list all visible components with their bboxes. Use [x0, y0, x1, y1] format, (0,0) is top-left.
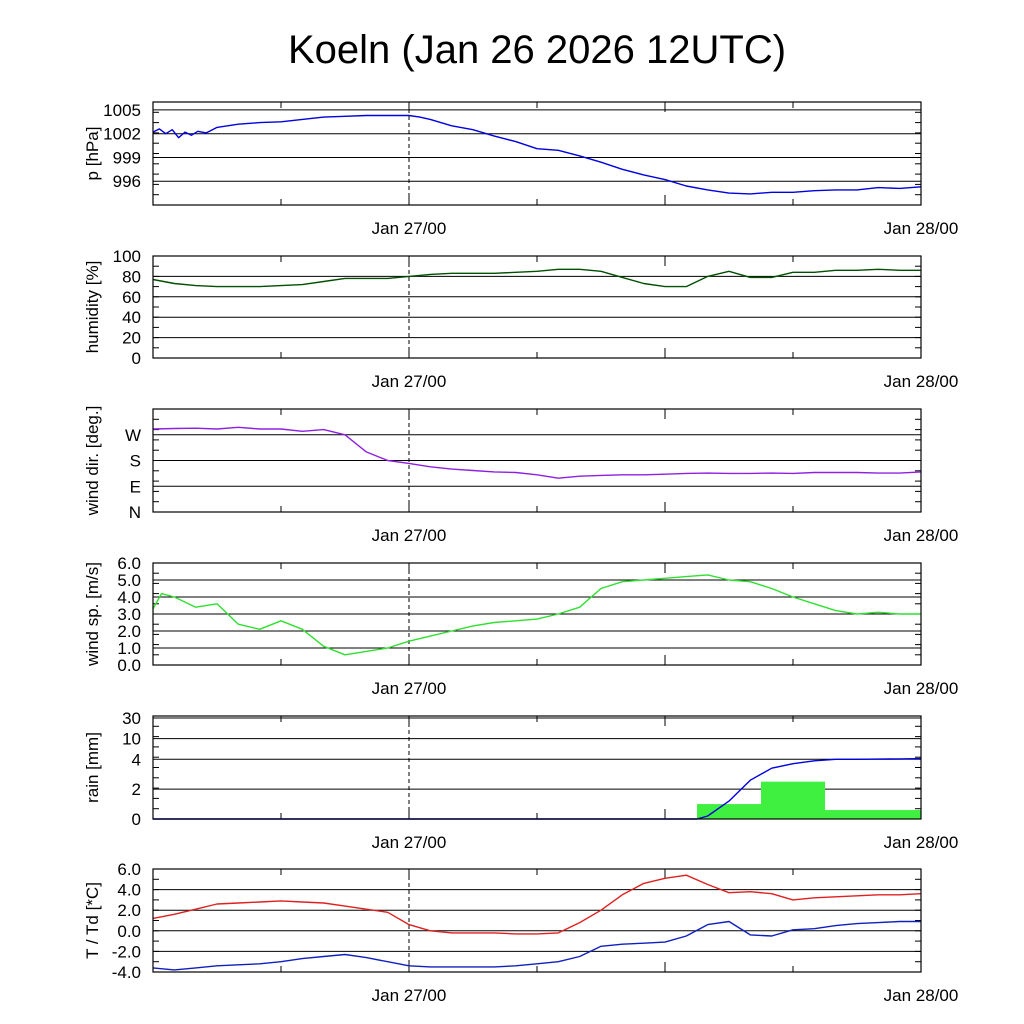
- wind_speed-x-tick-label: Jan 28/00: [884, 679, 959, 698]
- rain-y-axis-label: rain [mm]: [83, 732, 102, 803]
- temperature-x-tick-label: Jan 28/00: [884, 986, 959, 1005]
- pressure-x-tick-label: Jan 27/00: [372, 219, 447, 238]
- pressure-y-tick-label: 996: [113, 172, 141, 191]
- wind_speed-y-tick-label: 1.0: [117, 639, 141, 658]
- wind_dir-frame: [152, 408, 922, 513]
- wind_speed-series-0-line: [152, 574, 921, 656]
- wind_dir-series-0-line: [152, 426, 922, 479]
- wind_dir-x-tick-label: Jan 27/00: [372, 526, 447, 545]
- humidity-y-tick-label: 0: [132, 349, 141, 368]
- wind_dir-x-tick-label: Jan 28/00: [884, 526, 959, 545]
- pressure-x-tick-label: Jan 28/00: [884, 219, 959, 238]
- temperature-x-tick-label: Jan 27/00: [372, 986, 447, 1005]
- wind_speed-y-tick-label: 5.0: [117, 571, 141, 590]
- wind_speed-x-tick-label: Jan 27/00: [372, 679, 447, 698]
- rain-bar-1: [761, 781, 825, 819]
- humidity-y-tick-label: 100: [113, 247, 141, 266]
- rain-x-tick-label: Jan 27/00: [372, 833, 447, 852]
- humidity-x-tick-label: Jan 27/00: [372, 372, 447, 391]
- rain-y-tick-label: 2: [132, 780, 141, 799]
- pressure-y-tick-label: 999: [113, 148, 141, 167]
- wind_dir-y-axis-label: wind dir. [deg.]: [83, 406, 102, 517]
- pressure-y-tick-label: 1005: [103, 101, 141, 120]
- temperature-y-tick-label: 2.0: [117, 901, 141, 920]
- humidity-x-tick-label: Jan 28/00: [884, 372, 959, 391]
- rain-frame: [152, 715, 922, 820]
- temperature-series-0-line: [152, 874, 922, 935]
- temperature-y-tick-label: 6.0: [117, 860, 141, 879]
- temperature-y-tick-label: 4.0: [117, 881, 141, 900]
- chart-title: Koeln (Jan 26 2026 12UTC): [288, 28, 786, 72]
- wind_speed-y-tick-label: 3.0: [117, 605, 141, 624]
- temperature-y-tick-label: 0.0: [117, 922, 141, 941]
- wind_dir-y-tick-label: E: [130, 477, 141, 496]
- humidity-series-0-line: [152, 268, 921, 288]
- wind_speed-frame: [152, 562, 922, 666]
- pressure-frame: [152, 101, 922, 206]
- wind_speed-y-tick-label: 6.0: [117, 554, 141, 573]
- wind_dir-y-tick-label: W: [125, 426, 141, 445]
- rain-bar-2: [825, 810, 921, 819]
- humidity-y-tick-label: 80: [122, 267, 141, 286]
- panel-wind_speed: 0.01.02.03.04.05.06.0 wind sp. [m/s] Jan 2…: [83, 554, 958, 698]
- temperature-frame: [152, 868, 922, 973]
- temperature-y-tick-label: -2.0: [112, 942, 141, 961]
- temperature-y-axis-label: T / Td [*C]: [83, 882, 102, 959]
- pressure-y-tick-label: 1002: [103, 125, 141, 144]
- wind_speed-y-tick-label: 0.0: [117, 656, 141, 675]
- humidity-y-axis-label: humidity [%]: [83, 261, 102, 354]
- panel-rain: 0 2 410 30 rain [mm] Jan 27/00 Jan 28/00: [83, 709, 958, 852]
- wind_dir-y-tick-label: S: [130, 452, 141, 471]
- rain-y-tick-label: 4: [132, 750, 141, 769]
- panel-temperature: -4.0 -2.00.0 2.04.0 6.0 T / Td [*C] Jan 27/00…: [83, 860, 958, 1005]
- pressure-series-0-line: [152, 114, 922, 195]
- wind_dir-y-tick-label: N: [129, 503, 141, 522]
- humidity-y-tick-label: 40: [122, 308, 141, 327]
- humidity-y-tick-label: 60: [122, 288, 141, 307]
- humidity-frame: [152, 255, 922, 359]
- wind_speed-y-tick-label: 4.0: [117, 588, 141, 607]
- pressure-y-axis-label: p [hPa]: [83, 127, 102, 181]
- rain-y-tick-label: 0: [132, 810, 141, 829]
- rain-y-tick-label: 30: [122, 709, 141, 728]
- rain-y-tick-label: 10: [122, 730, 141, 749]
- humidity-y-tick-label: 20: [122, 329, 141, 348]
- rain-bar-0: [697, 804, 761, 819]
- wind_speed-y-tick-label: 2.0: [117, 622, 141, 641]
- rain-x-tick-label: Jan 28/00: [884, 833, 959, 852]
- temperature-series-1-line: [152, 920, 921, 971]
- wind_speed-y-axis-label: wind sp. [m/s]: [83, 562, 102, 667]
- temperature-y-tick-label: -4.0: [112, 963, 141, 982]
